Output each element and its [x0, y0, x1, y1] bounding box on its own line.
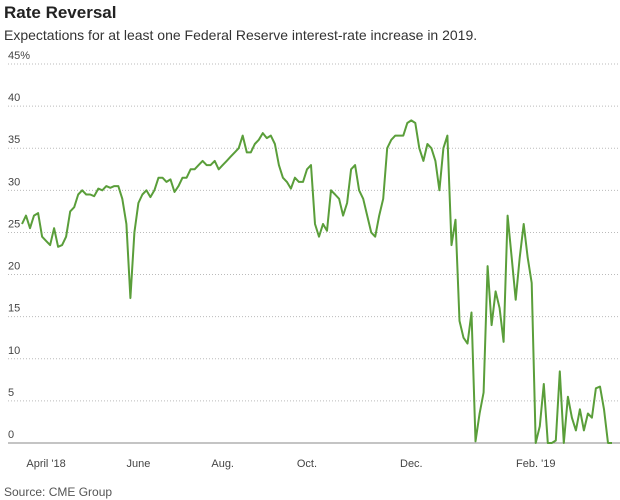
x-tick-label: April '18	[26, 458, 65, 470]
x-tick-label: Dec.	[400, 458, 423, 470]
x-tick-label: Aug.	[211, 458, 234, 470]
y-tick-label: 40	[8, 92, 20, 104]
y-tick-label: 0	[8, 429, 14, 441]
y-tick-label: 35	[8, 134, 20, 146]
y-tick-label: 20	[8, 261, 20, 273]
y-tick-label: 30	[8, 176, 20, 188]
y-tick-label: 15	[8, 303, 20, 315]
x-tick-label: June	[126, 458, 150, 470]
line	[21, 119, 612, 444]
x-tick-label: Feb. '19	[516, 458, 555, 470]
y-tick-label: 25	[8, 218, 20, 230]
chart-title: Rate Reversal	[4, 3, 116, 22]
chart-subtitle: Expectations for at least one Federal Re…	[4, 27, 477, 43]
x-tick-label: Oct.	[297, 458, 317, 470]
y-tick-label: 5	[8, 387, 14, 399]
source: Source: CME Group	[4, 485, 112, 499]
y-tick-label: 10	[8, 345, 20, 357]
y-tick-label: 45%	[8, 50, 30, 62]
